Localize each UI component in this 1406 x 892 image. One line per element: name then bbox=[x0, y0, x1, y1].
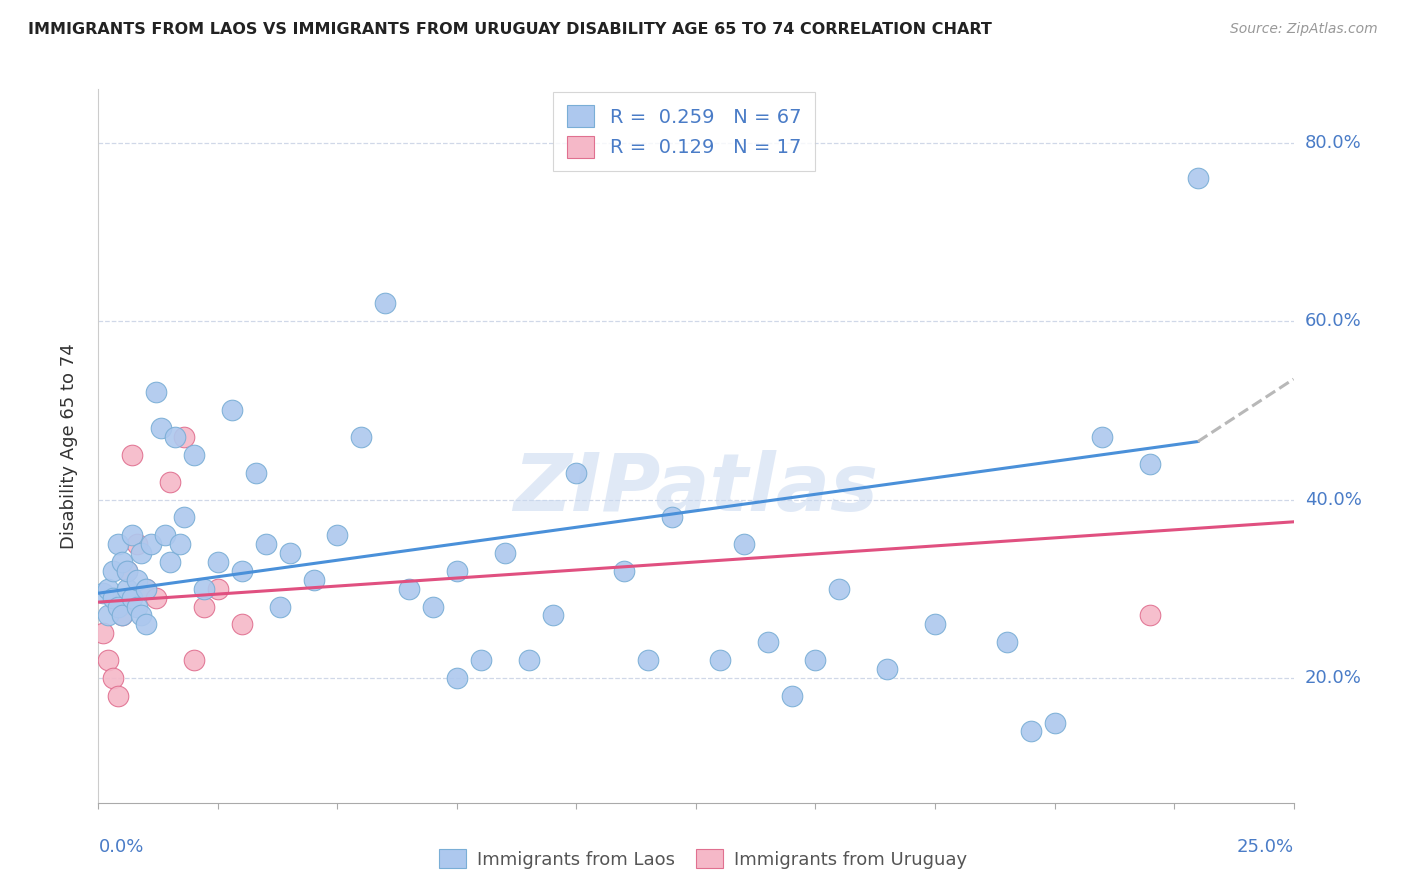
Point bbox=[169, 537, 191, 551]
Point bbox=[1139, 457, 1161, 471]
Point bbox=[183, 653, 205, 667]
Point bbox=[231, 617, 253, 632]
Point bbox=[125, 599, 148, 614]
Point bbox=[193, 582, 215, 596]
Point bbox=[101, 591, 124, 605]
Point bbox=[517, 653, 540, 667]
Point bbox=[111, 608, 134, 623]
Point bbox=[91, 586, 114, 600]
Point bbox=[115, 564, 138, 578]
Point bbox=[995, 635, 1018, 649]
Point bbox=[115, 564, 138, 578]
Point bbox=[269, 599, 291, 614]
Point bbox=[207, 555, 229, 569]
Point bbox=[302, 573, 325, 587]
Point bbox=[207, 582, 229, 596]
Legend: Immigrants from Laos, Immigrants from Uruguay: Immigrants from Laos, Immigrants from Ur… bbox=[432, 842, 974, 876]
Text: ZIPatlas: ZIPatlas bbox=[513, 450, 879, 528]
Text: IMMIGRANTS FROM LAOS VS IMMIGRANTS FROM URUGUAY DISABILITY AGE 65 TO 74 CORRELAT: IMMIGRANTS FROM LAOS VS IMMIGRANTS FROM … bbox=[28, 22, 993, 37]
Point bbox=[756, 635, 779, 649]
Text: 0.0%: 0.0% bbox=[98, 838, 143, 856]
Point bbox=[135, 582, 157, 596]
Point bbox=[231, 564, 253, 578]
Point bbox=[733, 537, 755, 551]
Point bbox=[159, 475, 181, 489]
Text: 25.0%: 25.0% bbox=[1236, 838, 1294, 856]
Point bbox=[163, 430, 186, 444]
Point bbox=[804, 653, 827, 667]
Point bbox=[111, 608, 134, 623]
Point bbox=[131, 608, 153, 623]
Point bbox=[1091, 430, 1114, 444]
Point bbox=[254, 537, 277, 551]
Point bbox=[446, 671, 468, 685]
Point bbox=[159, 555, 181, 569]
Point bbox=[422, 599, 444, 614]
Text: Source: ZipAtlas.com: Source: ZipAtlas.com bbox=[1230, 22, 1378, 37]
Point bbox=[374, 296, 396, 310]
Text: 40.0%: 40.0% bbox=[1305, 491, 1361, 508]
Point bbox=[350, 430, 373, 444]
Point bbox=[637, 653, 659, 667]
Point bbox=[613, 564, 636, 578]
Point bbox=[1019, 724, 1042, 739]
Point bbox=[661, 510, 683, 524]
Point bbox=[97, 582, 120, 596]
Point bbox=[107, 689, 129, 703]
Point bbox=[1043, 715, 1066, 730]
Point bbox=[149, 421, 172, 435]
Y-axis label: Disability Age 65 to 74: Disability Age 65 to 74 bbox=[59, 343, 77, 549]
Point bbox=[101, 564, 124, 578]
Point bbox=[155, 528, 177, 542]
Point bbox=[121, 448, 143, 462]
Point bbox=[709, 653, 731, 667]
Point bbox=[446, 564, 468, 578]
Point bbox=[245, 466, 267, 480]
Point bbox=[135, 582, 157, 596]
Point bbox=[115, 582, 138, 596]
Point bbox=[183, 448, 205, 462]
Point bbox=[876, 662, 898, 676]
Point bbox=[145, 385, 167, 400]
Point bbox=[139, 537, 162, 551]
Point bbox=[173, 510, 195, 524]
Point bbox=[173, 430, 195, 444]
Point bbox=[398, 582, 420, 596]
Point bbox=[278, 546, 301, 560]
Point bbox=[107, 537, 129, 551]
Point bbox=[1187, 171, 1209, 186]
Text: 60.0%: 60.0% bbox=[1305, 312, 1361, 330]
Point bbox=[111, 555, 134, 569]
Point bbox=[91, 626, 114, 640]
Point bbox=[145, 591, 167, 605]
Point bbox=[107, 599, 129, 614]
Point bbox=[221, 403, 243, 417]
Point bbox=[1139, 608, 1161, 623]
Point bbox=[121, 591, 143, 605]
Point bbox=[193, 599, 215, 614]
Point bbox=[541, 608, 564, 623]
Point bbox=[121, 528, 143, 542]
Point bbox=[101, 671, 124, 685]
Point bbox=[780, 689, 803, 703]
Point bbox=[97, 653, 120, 667]
Point bbox=[326, 528, 349, 542]
Point bbox=[97, 608, 120, 623]
Point bbox=[125, 537, 148, 551]
Point bbox=[125, 573, 148, 587]
Text: 80.0%: 80.0% bbox=[1305, 134, 1361, 152]
Point bbox=[494, 546, 516, 560]
Point bbox=[924, 617, 946, 632]
Point bbox=[828, 582, 851, 596]
Point bbox=[470, 653, 492, 667]
Text: 20.0%: 20.0% bbox=[1305, 669, 1361, 687]
Point bbox=[565, 466, 588, 480]
Point bbox=[135, 617, 157, 632]
Point bbox=[131, 546, 153, 560]
Legend: R =  0.259   N = 67, R =  0.129   N = 17: R = 0.259 N = 67, R = 0.129 N = 17 bbox=[554, 92, 814, 171]
